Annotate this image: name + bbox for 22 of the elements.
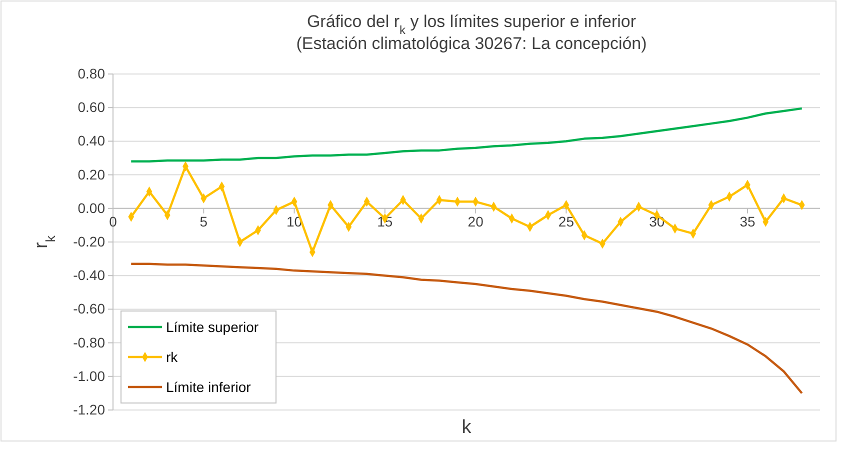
y-tick-label: 0.00 (78, 200, 106, 216)
y-tick-label: 0.80 (78, 65, 106, 82)
y-tick-label: -1.00 (73, 368, 106, 384)
y-tick-label: 0.20 (78, 166, 106, 182)
y-tick-label: -0.20 (73, 233, 106, 250)
x-tick-label: 0 (109, 213, 118, 230)
x-tick-label: 25 (558, 213, 574, 230)
legend-label: Límite superior (166, 319, 259, 335)
legend-label: rk (166, 349, 179, 365)
x-tick-label: 5 (200, 213, 208, 230)
y-tick-label: -0.80 (73, 334, 106, 350)
y-tick-label: 0.40 (78, 132, 106, 149)
line-series (130, 262, 803, 394)
y-tick-label: -0.40 (73, 267, 106, 284)
chart-title: Gráfico del r$_{k}$ y los límites superior e inferior (Estación climatológica 30267: La concepción) (296, 12, 647, 53)
legend-label: Límite inferior (166, 379, 252, 395)
x-axis-title: k (462, 417, 472, 438)
y-tick-label: 0.60 (78, 99, 106, 116)
x-tick-label: 20 (468, 213, 484, 230)
y-tick-label: -1.20 (73, 401, 106, 418)
y-tick-label: -0.60 (73, 300, 106, 317)
x-tick-label: 35 (740, 213, 756, 230)
